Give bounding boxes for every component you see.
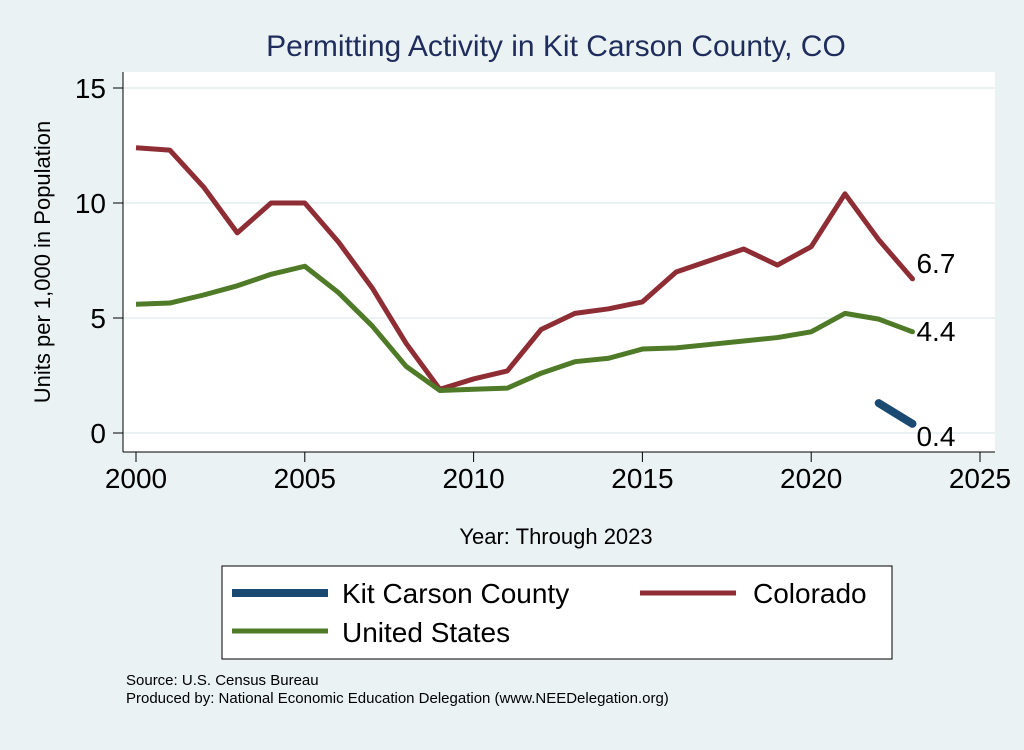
end-point-kit-carson bbox=[909, 421, 915, 427]
end-label-colorado: 6.7 bbox=[916, 248, 955, 279]
plot-area bbox=[123, 72, 995, 452]
source-note: Source: U.S. Census Bureau bbox=[126, 672, 319, 689]
y-tick-label: 0 bbox=[90, 418, 106, 449]
series-line-united-states bbox=[135, 263, 914, 393]
series-line-kit-carson bbox=[874, 399, 917, 428]
end-label-united-states: 4.4 bbox=[916, 316, 955, 347]
legend-label-kit-carson: Kit Carson County bbox=[342, 578, 569, 609]
legend: Kit Carson County Colorado United States bbox=[221, 565, 893, 660]
x-tick-label: 2015 bbox=[611, 463, 673, 494]
y-tick-label: 15 bbox=[75, 73, 106, 104]
legend-label-colorado: Colorado bbox=[753, 578, 867, 609]
producer-note: Produced by: National Economic Education… bbox=[126, 690, 669, 707]
chart-title: Permitting Activity in Kit Carson County… bbox=[266, 30, 846, 63]
x-tick-label: 2005 bbox=[274, 463, 336, 494]
x-axis-label: Year: Through 2023 bbox=[459, 524, 652, 549]
series-line-colorado bbox=[135, 145, 915, 392]
legend-label-united-states: United States bbox=[342, 617, 510, 648]
end-point-united-states bbox=[909, 329, 915, 335]
y-tick-label: 5 bbox=[90, 303, 106, 334]
y-axis-label: Units per 1,000 in Population bbox=[30, 121, 55, 404]
end-label-kit-carson: 0.4 bbox=[916, 421, 955, 452]
x-tick-label: 2020 bbox=[780, 463, 842, 494]
x-tick-label: 2000 bbox=[105, 463, 167, 494]
end-point-colorado bbox=[909, 276, 915, 282]
x-tick-label: 2010 bbox=[442, 463, 504, 494]
y-tick-label: 10 bbox=[75, 188, 106, 219]
x-tick-label: 2025 bbox=[949, 463, 1011, 494]
